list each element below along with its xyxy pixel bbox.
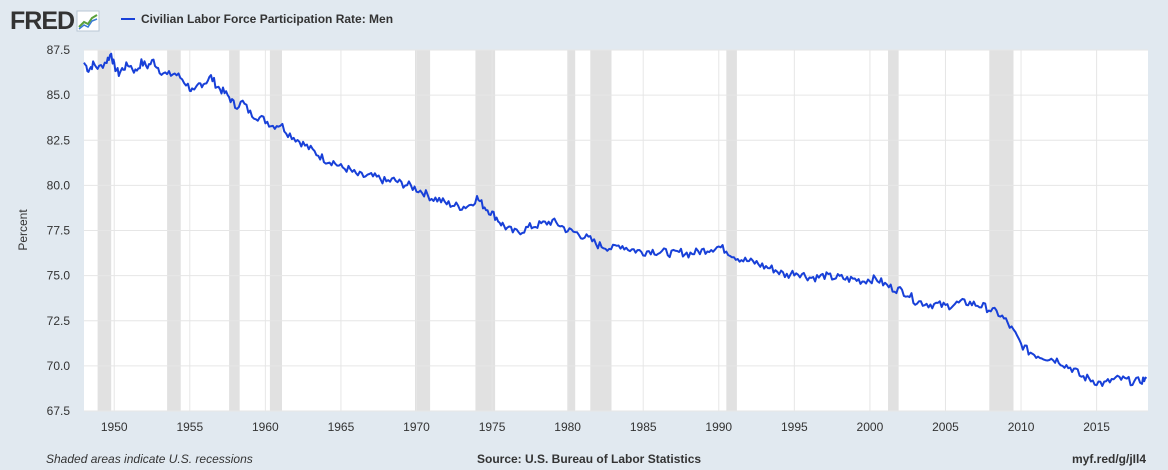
y-tick-label: 85.0 [47, 88, 71, 102]
grid-lines [84, 49, 1148, 412]
y-tick-label: 67.5 [47, 404, 71, 418]
y-tick-label: 75.0 [47, 269, 71, 283]
legend-label: Civilian Labor Force Participation Rate:… [141, 12, 394, 26]
x-tick-label: 1995 [781, 420, 808, 434]
legend-swatch [121, 18, 135, 20]
chart-legend[interactable]: Civilian Labor Force Participation Rate:… [121, 12, 393, 26]
y-axis-ticks: 67.5 70.0 72.5 75.0 77.5 80.0 82.5 85.0 87.5 [47, 43, 71, 418]
x-tick-label: 1985 [630, 420, 657, 434]
y-tick-label: 72.5 [47, 314, 71, 328]
x-tick-label: 1990 [705, 420, 732, 434]
x-tick-label: 2000 [857, 420, 884, 434]
recession-note: Shaded areas indicate U.S. recessions [46, 452, 253, 466]
fred-logo-text: FRED [10, 6, 75, 35]
x-tick-label: 2005 [932, 420, 959, 434]
fred-logo[interactable]: FRED [10, 6, 100, 36]
chart-header: FRED Civilian Labor Force Participation … [0, 0, 1168, 40]
line-chart-icon [76, 10, 100, 32]
short-url-link[interactable]: myf.red/g/jIl4 [1071, 452, 1146, 466]
x-tick-label: 2010 [1008, 420, 1035, 434]
x-tick-label: 1955 [176, 420, 203, 434]
y-tick-label: 87.5 [47, 43, 71, 57]
x-axis-ticks: 1950 1955 1960 1965 1970 1975 1980 1985 1990 1995… [101, 420, 1110, 434]
x-tick-label: 1965 [328, 420, 355, 434]
x-tick-label: 1970 [403, 420, 430, 434]
y-tick-label: 82.5 [47, 133, 71, 147]
source-text: Source: U.S. Bureau of Labor Statistics [477, 452, 702, 466]
y-axis-label: Percent [16, 209, 30, 251]
x-tick-label: 1980 [554, 420, 581, 434]
x-tick-label: 1975 [479, 420, 506, 434]
x-tick-label: 1950 [101, 420, 128, 434]
series-line [83, 52, 1148, 387]
y-tick-label: 80.0 [47, 178, 71, 192]
x-tick-label: 1960 [252, 420, 279, 434]
x-tick-label: 2015 [1083, 420, 1110, 434]
y-tick-label: 77.5 [47, 224, 71, 238]
y-tick-label: 70.0 [47, 359, 71, 373]
